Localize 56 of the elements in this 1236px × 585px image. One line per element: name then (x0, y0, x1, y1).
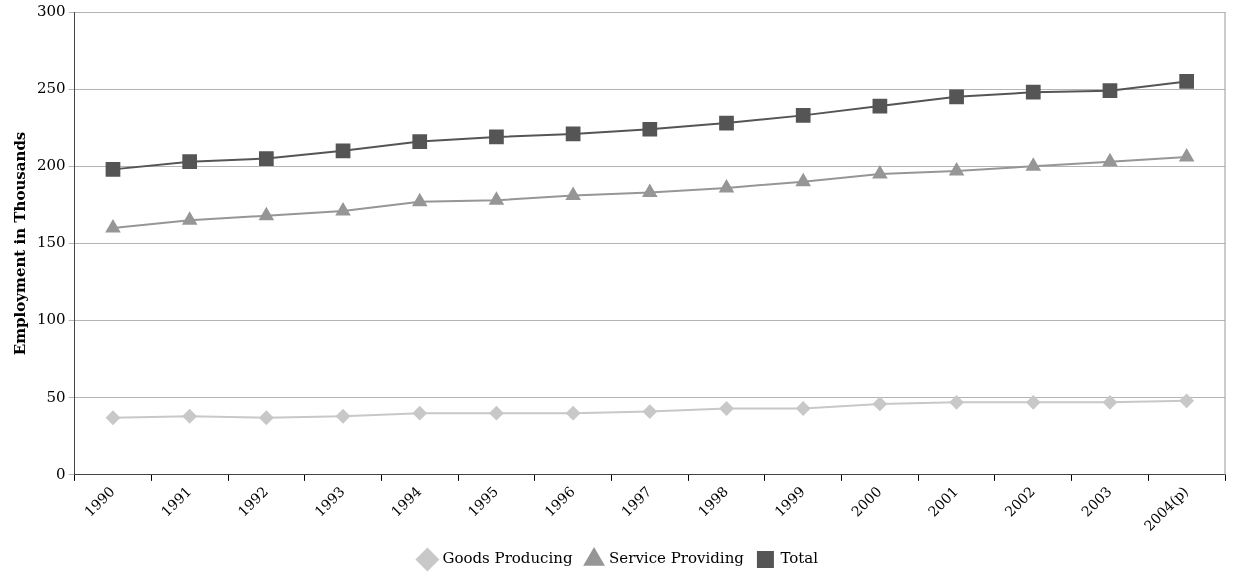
point (566, 187, 581, 201)
point (259, 410, 274, 425)
point (1026, 395, 1041, 410)
point (565, 126, 581, 142)
point (1102, 395, 1117, 410)
point (1102, 83, 1118, 99)
point (182, 154, 198, 170)
y-tick-label: 250 (36, 79, 66, 98)
point (642, 404, 657, 419)
point (796, 173, 811, 187)
y-tick-label: 100 (36, 310, 66, 329)
point (259, 151, 274, 166)
point (105, 162, 121, 177)
point (489, 406, 504, 421)
point (949, 395, 964, 410)
point (1026, 158, 1041, 171)
point (489, 192, 504, 205)
point (642, 121, 658, 137)
y-tick-label: 50 (46, 387, 66, 406)
point (412, 193, 427, 207)
y-tick-label: 0 (56, 464, 66, 483)
point (335, 143, 351, 159)
point (259, 207, 274, 221)
point (1179, 74, 1195, 89)
legend-label: Total (780, 549, 819, 568)
point (336, 409, 351, 424)
point (949, 89, 964, 105)
point (566, 406, 581, 421)
y-tick-label: 200 (36, 156, 66, 175)
point (412, 134, 428, 149)
point (719, 401, 734, 416)
point (872, 98, 888, 114)
point (105, 220, 121, 233)
point (949, 162, 964, 176)
point (642, 184, 657, 198)
point (872, 166, 887, 179)
y-axis-title: Employment in Thousands (10, 131, 29, 356)
point (1179, 393, 1194, 408)
point (719, 115, 734, 131)
point (872, 396, 887, 411)
point (719, 179, 734, 193)
y-tick-label: 300 (36, 1, 66, 20)
point (796, 401, 811, 416)
point (1025, 84, 1041, 100)
point (795, 108, 811, 123)
point (412, 406, 427, 421)
legend-label: Service Providing (609, 549, 745, 568)
y-tick-label: 150 (36, 233, 66, 252)
point (1102, 153, 1118, 167)
legend-label: Goods Producing (442, 549, 573, 568)
point (489, 129, 504, 145)
point (105, 410, 120, 425)
point (182, 409, 197, 424)
point (1179, 149, 1194, 162)
point (182, 212, 197, 225)
point (335, 203, 351, 216)
